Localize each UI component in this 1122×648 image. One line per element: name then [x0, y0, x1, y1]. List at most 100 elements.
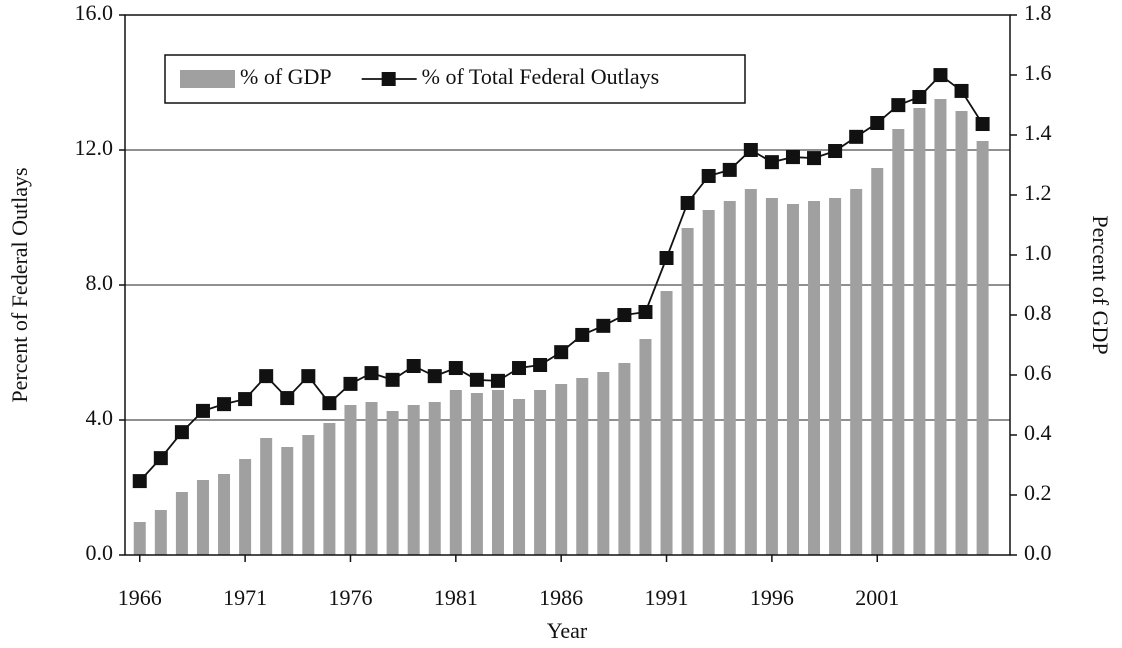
y-tick-label: 16.0: [75, 0, 114, 25]
bar: [786, 204, 799, 555]
marker: [975, 117, 990, 132]
y2-tick-label: 1.4: [1024, 120, 1052, 145]
y-tick-label: 4.0: [86, 405, 114, 430]
y-axis-label: Percent of Federal Outlays: [7, 167, 32, 402]
marker: [659, 251, 674, 265]
bar: [681, 228, 694, 555]
bar: [196, 480, 209, 555]
x-tick-label: 1976: [328, 585, 372, 610]
marker: [764, 155, 779, 170]
marker: [954, 83, 969, 98]
marker: [217, 397, 232, 412]
legend-label: % of Total Federal Outlays: [422, 64, 660, 89]
bar: [871, 168, 884, 555]
marker: [870, 116, 885, 130]
bar: [534, 390, 547, 555]
bar: [491, 390, 504, 555]
y2-tick-label: 0.0: [1024, 540, 1052, 565]
marker: [617, 308, 632, 323]
y2-tick-label: 0.8: [1024, 300, 1052, 325]
bar: [239, 459, 252, 555]
marker: [322, 396, 337, 411]
bar: [555, 384, 568, 555]
marker: [575, 327, 590, 342]
marker: [596, 318, 611, 333]
bar: [175, 492, 188, 555]
bar: [660, 291, 673, 555]
bar: [808, 201, 821, 555]
bar: [154, 510, 167, 555]
bar: [618, 363, 631, 555]
bar: [955, 111, 968, 555]
marker: [807, 151, 822, 166]
marker: [512, 361, 527, 376]
y2-tick-label: 0.2: [1024, 480, 1052, 505]
bar: [260, 438, 273, 555]
bar: [344, 405, 357, 555]
y2-tick-label: 1.0: [1024, 240, 1052, 265]
marker: [933, 68, 948, 83]
marker: [132, 474, 147, 489]
marker: [343, 376, 358, 391]
marker: [490, 373, 505, 388]
marker: [174, 425, 189, 440]
x-tick-label: 1971: [223, 585, 267, 610]
bar: [976, 141, 989, 555]
y-tick-label: 8.0: [86, 270, 114, 295]
marker: [448, 361, 463, 376]
bar: [428, 402, 441, 555]
marker: [912, 90, 927, 105]
marker: [638, 305, 653, 319]
marker: [469, 372, 484, 387]
x-tick-label: 2001: [855, 585, 899, 610]
bar: [723, 201, 736, 555]
y2-axis-label: Percent of GDP: [1088, 215, 1113, 354]
legend-label: % of GDP: [240, 64, 332, 89]
bar: [218, 474, 231, 555]
bar: [934, 99, 947, 555]
x-axis-label: Year: [547, 618, 588, 643]
legend-box: [164, 54, 746, 104]
marker: [722, 162, 737, 177]
x-tick-label: 1986: [539, 585, 583, 610]
bar: [513, 399, 526, 555]
y2-tick-label: 1.6: [1024, 60, 1052, 85]
marker: [785, 150, 800, 165]
plot-frame: [124, 14, 1011, 556]
marker: [238, 392, 253, 407]
marker: [406, 359, 421, 373]
marker: [828, 144, 843, 159]
marker: [385, 372, 400, 387]
bar: [133, 522, 146, 555]
bar: [913, 108, 926, 555]
y-tick-label: 0.0: [86, 540, 114, 565]
bar: [470, 393, 483, 555]
y-tick-label: 12.0: [75, 135, 114, 160]
y2-tick-label: 1.8: [1024, 0, 1052, 25]
bar: [850, 189, 863, 555]
y2-tick-label: 1.2: [1024, 180, 1052, 205]
marker: [743, 143, 758, 157]
marker: [153, 451, 168, 466]
bar: [302, 435, 315, 555]
y2-tick-label: 0.4: [1024, 420, 1052, 445]
marker: [891, 98, 906, 113]
legend-swatch: [180, 70, 235, 88]
bar: [281, 447, 294, 555]
x-tick-label: 1966: [118, 585, 162, 610]
bar: [576, 378, 589, 555]
marker: [259, 369, 274, 384]
bar: [765, 198, 778, 555]
marker: [195, 403, 210, 418]
marker: [280, 391, 295, 406]
marker: [427, 369, 442, 384]
marker: [554, 345, 569, 360]
marker: [364, 366, 379, 381]
bar: [639, 339, 652, 555]
bar: [597, 372, 610, 555]
marker: [849, 129, 864, 144]
bar: [892, 129, 905, 555]
bar: [744, 189, 757, 555]
